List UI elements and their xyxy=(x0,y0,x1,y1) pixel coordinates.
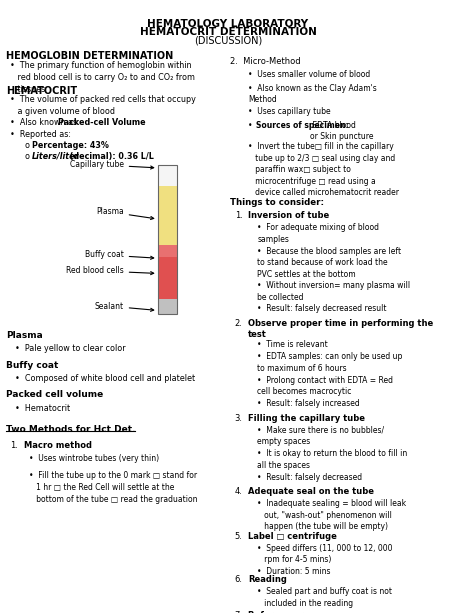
Text: (decimal): 0.36 L/L: (decimal): 0.36 L/L xyxy=(67,151,154,161)
Text: •  Also known as: • Also known as xyxy=(10,118,80,127)
Text: Packed-cell Volume: Packed-cell Volume xyxy=(58,118,146,127)
Text: •  It is okay to return the blood to fill in
all the spaces: • It is okay to return the blood to fill… xyxy=(257,449,408,470)
Text: Liters/liter: Liters/liter xyxy=(32,151,80,161)
Bar xyxy=(158,165,177,186)
Text: •  Speed differs (11, 000 to 12, 000
   rpm for 4-5 mins)
•  Duration: 5 mins: • Speed differs (11, 000 to 12, 000 rpm … xyxy=(257,544,393,576)
Text: •: • xyxy=(248,121,257,129)
Text: •  Sealed part and buffy coat is not
   included in the reading: • Sealed part and buffy coat is not incl… xyxy=(257,587,392,608)
Text: Sources of specimen:: Sources of specimen: xyxy=(256,121,349,129)
Text: •  Time is relevant: • Time is relevant xyxy=(257,340,328,349)
Text: Buffy coat: Buffy coat xyxy=(6,360,58,370)
Text: 6.: 6. xyxy=(235,576,243,584)
Text: •  Uses wintrobe tubes (very thin): • Uses wintrobe tubes (very thin) xyxy=(28,454,159,463)
Bar xyxy=(158,257,177,299)
Text: •  Result: falsely decreased result: • Result: falsely decreased result xyxy=(257,305,387,313)
Bar xyxy=(158,299,177,314)
Text: Capillary tube: Capillary tube xyxy=(70,160,154,169)
Text: Sealant: Sealant xyxy=(95,302,154,311)
Text: •  Uses smaller volume of blood: • Uses smaller volume of blood xyxy=(248,70,371,80)
Text: •  Without inversion= many plasma will
be collected: • Without inversion= many plasma will be… xyxy=(257,281,410,302)
Text: •  Pale yellow to clear color: • Pale yellow to clear color xyxy=(15,344,126,353)
Text: Buffy coat: Buffy coat xyxy=(85,251,154,259)
Text: •  Result: falsely increased: • Result: falsely increased xyxy=(257,399,360,408)
Text: Adequate seal on the tube: Adequate seal on the tube xyxy=(248,487,374,497)
Text: Filling the capillary tube: Filling the capillary tube xyxy=(248,414,365,423)
Text: Red blood cells: Red blood cells xyxy=(66,266,154,275)
Text: Percentage: 43%: Percentage: 43% xyxy=(32,140,109,150)
Text: •  EDTA samples: can only be used up
to maximum of 6 hours: • EDTA samples: can only be used up to m… xyxy=(257,352,403,373)
Text: Macro method: Macro method xyxy=(24,441,92,450)
Text: •  For adequate mixing of blood
samples: • For adequate mixing of blood samples xyxy=(257,223,379,244)
Text: Observe proper time in performing the
test: Observe proper time in performing the te… xyxy=(248,319,434,339)
Text: 3.: 3. xyxy=(235,414,243,423)
Text: Two Methods for Hct Det.: Two Methods for Hct Det. xyxy=(6,425,136,434)
Text: •  Make sure there is no bubbles/
empty spaces: • Make sure there is no bubbles/ empty s… xyxy=(257,426,384,446)
Text: 1.: 1. xyxy=(10,441,18,450)
Text: Things to consider:: Things to consider: xyxy=(230,198,324,207)
Text: o: o xyxy=(24,140,29,150)
Text: •  Reported as:: • Reported as: xyxy=(10,130,72,139)
Text: 7.: 7. xyxy=(235,611,243,613)
Text: HEMOGLOBIN DETERMINATION: HEMOGLOBIN DETERMINATION xyxy=(6,51,173,61)
Text: Label □ centrifuge: Label □ centrifuge xyxy=(248,532,337,541)
Text: Plasma: Plasma xyxy=(96,207,154,219)
Text: Reading: Reading xyxy=(248,576,287,584)
Text: •  Uses capillary tube: • Uses capillary tube xyxy=(248,107,331,116)
Text: •  Invert the tube□ fill in the capillary
   tube up to 2/3 □ seal using clay an: • Invert the tube□ fill in the capillary… xyxy=(248,142,399,197)
Text: •  Because the blood samples are left
to stand because of work load the
PVC sett: • Because the blood samples are left to … xyxy=(257,247,401,279)
Text: •  The volume of packed red cells that occupy
   a given volume of blood: • The volume of packed red cells that oc… xyxy=(10,95,196,116)
Text: •  Result: falsely decreased: • Result: falsely decreased xyxy=(257,473,363,482)
Text: 1.: 1. xyxy=(235,211,243,221)
Text: 5.: 5. xyxy=(235,532,243,541)
Text: •  Hematocrit: • Hematocrit xyxy=(15,404,70,413)
Bar xyxy=(158,165,177,314)
Text: 2.: 2. xyxy=(235,319,243,328)
Text: •  Inadequate sealing = blood will leak
   out, "wash-out" phenomenon will
   ha: • Inadequate sealing = blood will leak o… xyxy=(257,499,407,531)
Text: •  Composed of white blood cell and platelet: • Composed of white blood cell and plate… xyxy=(15,374,195,383)
Text: o: o xyxy=(24,151,29,161)
Text: •  Prolong contact with EDTA = Red
cell becomes macrocytic: • Prolong contact with EDTA = Red cell b… xyxy=(257,376,393,396)
Text: HEMATOCRIT: HEMATOCRIT xyxy=(6,86,77,96)
Text: Plasma: Plasma xyxy=(6,330,43,340)
Text: HEMATOCRIT DETERMINATION: HEMATOCRIT DETERMINATION xyxy=(139,27,316,37)
Text: 4.: 4. xyxy=(235,487,243,497)
Text: HEMATOLOGY LABORATORY: HEMATOLOGY LABORATORY xyxy=(147,19,309,29)
Text: Reference ranges: Reference ranges xyxy=(248,611,332,613)
Text: •  Fill the tube up to the 0 mark □ stand for
   1 hr □ the Red Cell will settle: • Fill the tube up to the 0 mark □ stand… xyxy=(28,471,197,503)
Text: (DISCUSSION): (DISCUSSION) xyxy=(194,35,262,45)
Text: Packed cell volume: Packed cell volume xyxy=(6,390,103,400)
Text: •  Also known as the Clay Adam's
Method: • Also known as the Clay Adam's Method xyxy=(248,83,377,104)
Text: •  The primary function of hemoglobin within
   red blood cell is to carry O₂ to: • The primary function of hemoglobin wit… xyxy=(10,61,195,94)
Bar xyxy=(158,245,177,257)
Text: Inversion of tube: Inversion of tube xyxy=(248,211,329,221)
Text: 2.  Micro-Method: 2. Micro-Method xyxy=(230,58,301,66)
Bar xyxy=(158,186,177,245)
Text: EDTA blood
or Skin puncture: EDTA blood or Skin puncture xyxy=(310,121,374,141)
